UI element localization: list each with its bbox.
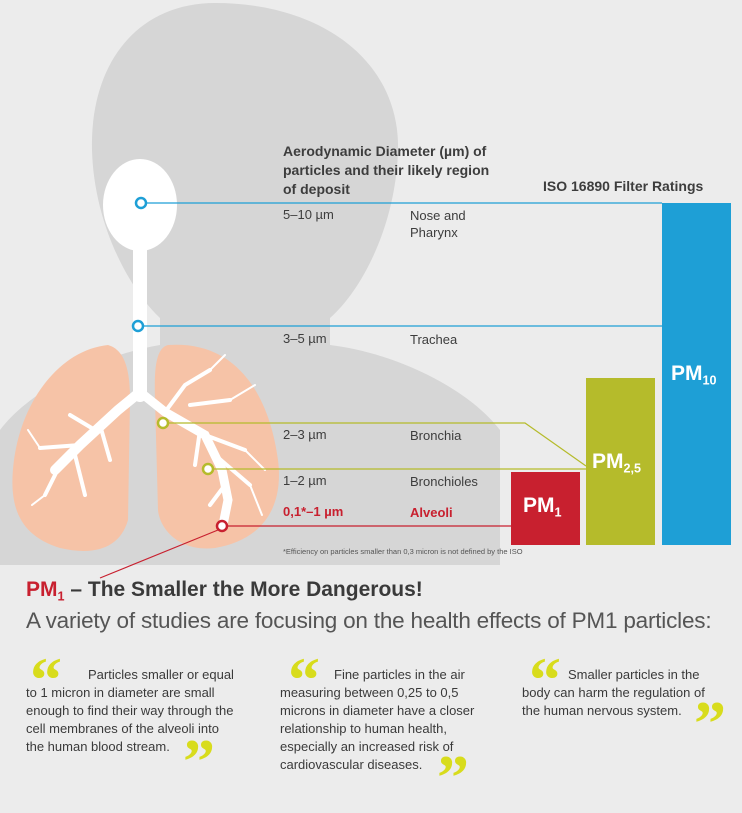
marker-alveoli — [215, 519, 229, 533]
bar-pm25 — [586, 378, 655, 545]
quote-line: relationship to human health, — [280, 721, 447, 736]
quote-line: cell membranes of the alveoli into — [26, 721, 219, 736]
close-quote-icon: ” — [183, 726, 215, 797]
marker-nose — [134, 196, 148, 210]
region-markers — [131, 196, 229, 533]
quote-line: cardiovascular diseases. — [280, 757, 423, 772]
region-label: Trachea — [410, 332, 458, 347]
size-label: 2–3 µm — [283, 427, 327, 442]
marker-bronchia — [156, 416, 170, 430]
quote-line: the human blood stream. — [26, 739, 170, 754]
quote-3: Smaller particles in the body can harm t… — [522, 666, 737, 720]
marker-trachea — [131, 319, 145, 333]
quote-line: enough to find their way through the — [26, 703, 234, 718]
bar-label-pm1: PM1 — [523, 494, 562, 520]
quote-line: Fine particles in the air — [334, 667, 465, 682]
header-line-3: of deposit — [283, 181, 350, 197]
airway-tree — [27, 238, 266, 530]
quote-line: Smaller particles in the — [568, 667, 700, 682]
quote-1: Particles smaller or equal to 1 micron i… — [26, 666, 266, 756]
quote-line: measuring between 0,25 to 0,5 — [280, 685, 459, 700]
quote-line: Particles smaller or equal — [88, 667, 234, 682]
header-line-2: particles and their likely region — [283, 162, 490, 178]
open-quote-icon: “ — [288, 644, 320, 715]
bar-pm1 — [511, 472, 580, 545]
quote-line: to 1 micron in diameter are small — [26, 685, 215, 700]
bar-pm10 — [662, 203, 731, 545]
region-label-line: Pharynx — [410, 225, 458, 240]
section-title: PM1 – The Smaller the More Dangerous! — [26, 578, 423, 604]
size-label: 5–10 µm — [283, 207, 334, 222]
size-label-highlight: 0,1*–1 µm — [283, 504, 344, 519]
size-label: 1–2 µm — [283, 473, 327, 488]
region-label: Nose and Pharynx — [410, 207, 520, 241]
quote-line: especially an increased risk of — [280, 739, 454, 754]
open-quote-icon: “ — [30, 644, 62, 715]
quote-line: body can harm the regulation of — [522, 685, 705, 700]
open-quote-icon: “ — [529, 644, 561, 715]
size-label: 3–5 µm — [283, 331, 327, 346]
footnote: *Efficiency on particles smaller than 0,… — [283, 547, 523, 556]
region-label: Bronchioles — [410, 474, 478, 489]
close-quote-icon: ” — [694, 688, 726, 759]
bar-label-pm25: PM2,5 — [592, 450, 642, 476]
close-quote-icon: ” — [437, 742, 469, 813]
connector-lines — [99, 202, 662, 579]
iso-label: ISO 16890 Filter Ratings — [543, 178, 704, 194]
region-label-highlight: Alveoli — [410, 505, 453, 520]
chart-header: Aerodynamic Diameter (µm) of particles a… — [283, 142, 523, 199]
quote-2: Fine particles in the air measuring betw… — [280, 666, 500, 774]
quote-line: microns in diameter have a closer — [280, 703, 475, 718]
region-label-line: Nose and — [410, 208, 466, 223]
header-line-1: Aerodynamic Diameter (µm) of — [283, 143, 487, 159]
marker-bronchioles — [201, 462, 215, 476]
bar-label-pm10: PM10 — [671, 362, 717, 388]
region-label: Bronchia — [410, 428, 462, 443]
quote-line: the human nervous system. — [522, 703, 682, 718]
section-subtitle: A variety of studies are focusing on the… — [26, 608, 712, 633]
